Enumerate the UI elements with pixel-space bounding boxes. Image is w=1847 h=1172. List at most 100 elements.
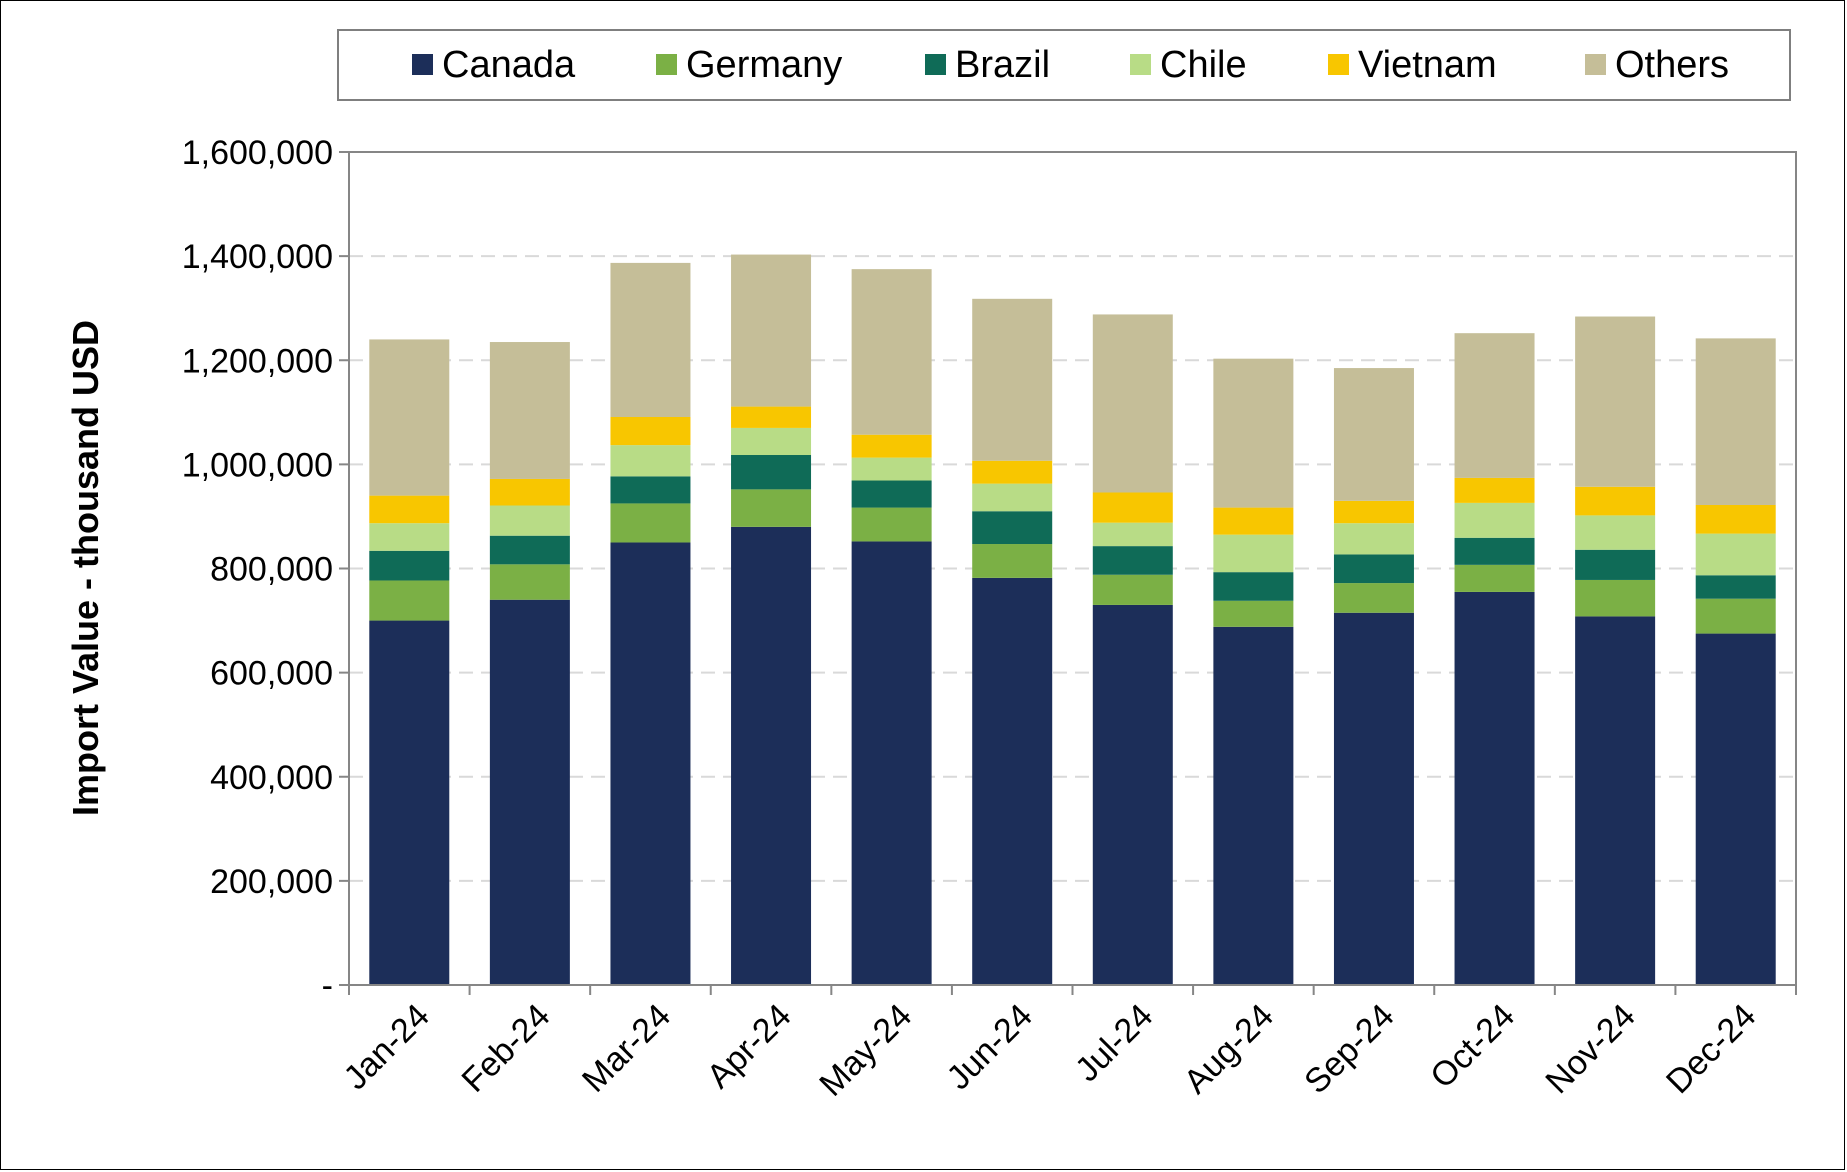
x-tick-label: Aug-24 xyxy=(1177,997,1281,1101)
x-tick-label: May-24 xyxy=(812,997,919,1104)
legend-label-chile: Chile xyxy=(1160,44,1247,86)
bar-segment-germany xyxy=(1695,598,1776,634)
legend-label-others: Others xyxy=(1615,44,1729,86)
bar-segment-others xyxy=(1695,338,1776,505)
bar-segment-vietnam xyxy=(489,478,570,506)
legend-label-vietnam: Vietnam xyxy=(1358,44,1497,86)
bar-segment-canada xyxy=(1695,633,1776,985)
legend-swatch-vietnam xyxy=(1328,54,1349,75)
bar-segment-chile xyxy=(489,505,570,536)
y-axis: - 200,000 400,000 600,000 800,000 1,000,000 1,… xyxy=(182,134,349,1005)
bar-segment-canada xyxy=(851,541,932,985)
y-tick-label: 1,000,000 xyxy=(182,446,333,484)
bar-segment-vietnam xyxy=(851,434,932,458)
bar-segment-canada xyxy=(1333,612,1414,985)
bar-segment-chile xyxy=(731,427,812,456)
bar-segment-canada xyxy=(1213,626,1294,985)
legend-label-brazil: Brazil xyxy=(955,44,1050,86)
bar-segment-chile xyxy=(1454,502,1535,538)
x-tick-label: Mar-24 xyxy=(575,997,678,1100)
bar-segment-brazil xyxy=(1333,554,1414,584)
legend-label-canada: Canada xyxy=(442,44,576,86)
bar-segment-germany xyxy=(369,580,450,621)
y-tick-label: - xyxy=(322,967,333,1005)
bar-segment-canada xyxy=(1454,591,1535,985)
bar-segment-chile xyxy=(1213,534,1294,573)
bar-segment-others xyxy=(851,269,932,435)
bar-segment-brazil xyxy=(1454,537,1535,565)
bar-segment-others xyxy=(369,339,450,496)
bar-segment-vietnam xyxy=(1213,507,1294,535)
bar-segment-chile xyxy=(851,457,932,481)
bar-segment-germany xyxy=(1454,564,1535,592)
bar-segment-vietnam xyxy=(1092,492,1173,523)
bar-segment-germany xyxy=(731,489,812,527)
bar-segment-others xyxy=(972,298,1053,461)
legend-label-germany: Germany xyxy=(686,44,842,86)
bar-segment-others xyxy=(610,262,691,417)
bar-segment-germany xyxy=(972,544,1053,578)
bar-segment-brazil xyxy=(972,511,1053,545)
bar-segment-brazil xyxy=(369,550,450,581)
legend-swatch-others xyxy=(1585,54,1606,75)
bar-segment-brazil xyxy=(1695,575,1776,599)
y-tick-label: 1,200,000 xyxy=(182,342,333,380)
legend-swatch-chile xyxy=(1130,54,1151,75)
bar-segment-others xyxy=(731,254,812,407)
bar-segment-chile xyxy=(1333,523,1414,555)
bar-segment-canada xyxy=(1092,604,1173,985)
legend-box xyxy=(337,29,1791,101)
bar-segment-brazil xyxy=(851,480,932,508)
bar-segment-brazil xyxy=(1575,549,1656,580)
bar-segment-brazil xyxy=(1092,546,1173,575)
bar-segment-canada xyxy=(1575,616,1656,985)
x-axis: Jan-24 Feb-24 Mar-24 Apr-24 May-24 Jun-24 Jul-… xyxy=(337,985,1797,1104)
bar-segment-others xyxy=(1454,333,1535,478)
legend-swatch-canada xyxy=(412,54,433,75)
bar-segment-vietnam xyxy=(1454,477,1535,503)
bar-segment-vietnam xyxy=(731,406,812,428)
y-tick-label: 600,000 xyxy=(210,655,333,693)
y-tick-label: 200,000 xyxy=(210,863,333,901)
bar-segment-germany xyxy=(1092,574,1173,605)
bar-segment-vietnam xyxy=(1333,500,1414,524)
bar-segment-vietnam xyxy=(1695,504,1776,534)
bar-segment-chile xyxy=(369,523,450,551)
bar-segment-others xyxy=(1575,316,1656,487)
bar-segment-vietnam xyxy=(610,416,691,446)
legend-swatch-brazil xyxy=(925,54,946,75)
legend: Canada Germany Brazil Chile Vietnam Others xyxy=(412,44,1729,86)
x-tick-label: Jun-24 xyxy=(939,997,1039,1097)
x-tick-label: Apr-24 xyxy=(700,997,799,1096)
y-tick-label: 1,400,000 xyxy=(182,238,333,276)
bar-segment-germany xyxy=(489,564,570,600)
bar-segment-canada xyxy=(731,526,812,985)
x-tick-label: Sep-24 xyxy=(1297,997,1401,1101)
bar-segment-chile xyxy=(1092,522,1173,547)
bar-segment-others xyxy=(1333,368,1414,501)
bar-segment-others xyxy=(489,342,570,479)
bar-segment-chile xyxy=(1575,515,1656,550)
bar-segment-canada xyxy=(972,577,1053,985)
y-tick-label: 800,000 xyxy=(210,551,333,589)
bar-segment-vietnam xyxy=(1575,486,1656,516)
y-tick-label: 1,600,000 xyxy=(182,134,333,172)
bar-segment-chile xyxy=(972,483,1053,512)
bar-segment-brazil xyxy=(489,535,570,565)
bar-segment-germany xyxy=(1333,583,1414,613)
bar-segment-chile xyxy=(610,445,691,477)
bar-segment-canada xyxy=(369,620,450,985)
x-tick-label: Jan-24 xyxy=(337,997,437,1097)
y-axis-label: Import Value - thousand USD xyxy=(65,320,106,816)
x-tick-label: Jul-24 xyxy=(1068,997,1160,1089)
bar-segment-germany xyxy=(1575,579,1656,617)
bar-segment-canada xyxy=(610,542,691,985)
bar-segment-germany xyxy=(851,507,932,542)
bar-segment-others xyxy=(1092,314,1173,493)
bar-segment-brazil xyxy=(1213,572,1294,601)
bar-segment-vietnam xyxy=(972,460,1053,484)
legend-swatch-germany xyxy=(656,54,677,75)
x-tick-label: Feb-24 xyxy=(454,997,557,1100)
bar-segment-brazil xyxy=(731,455,812,490)
